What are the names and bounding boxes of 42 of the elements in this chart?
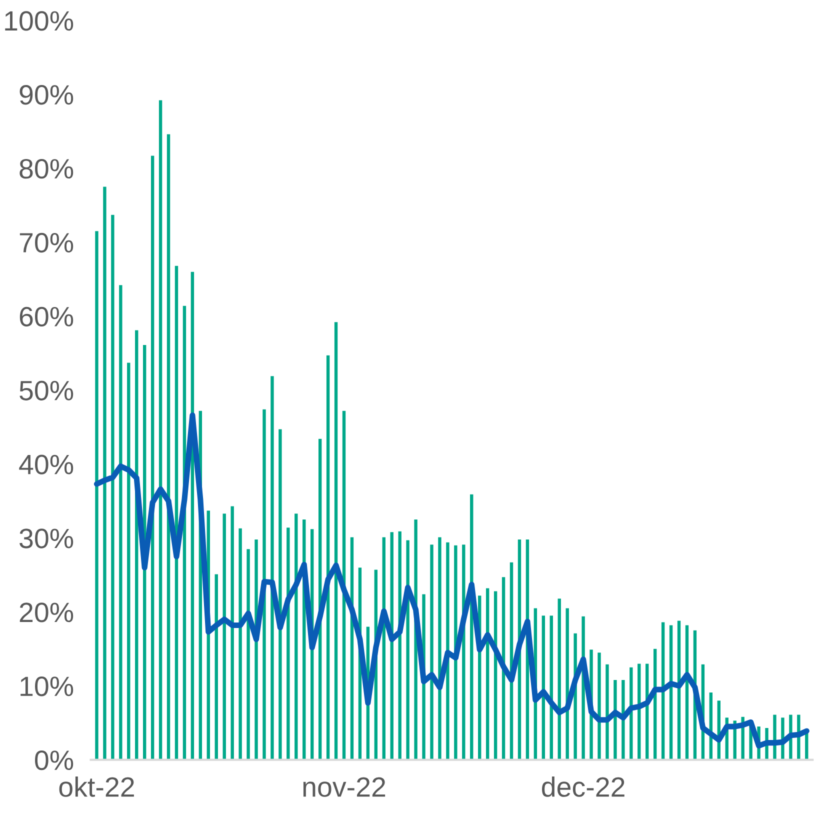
bar [214,574,218,760]
bar [103,186,106,760]
bar [398,531,402,760]
y-tick-label: 70% [20,232,74,253]
y-tick-label: 30% [20,528,74,548]
bar [262,409,266,760]
bar [278,429,282,760]
bar [222,514,226,760]
bar [238,528,242,760]
bar [111,214,114,760]
bar [95,231,98,760]
bar [606,664,609,760]
bar [454,545,458,760]
bar [446,542,450,760]
bar [438,537,442,760]
x-tick-label: okt-22 [59,776,134,797]
y-tick-label: 100% [5,11,74,31]
bar [127,362,130,760]
bar [598,652,601,760]
y-tick-label: 50% [20,380,74,400]
y-tick-label: 60% [20,306,74,327]
y-tick-label: 10% [20,676,74,696]
bar [166,134,170,760]
bar [286,528,290,760]
bar [430,544,434,760]
bar [158,100,162,760]
bar [334,322,338,760]
bar [614,680,617,760]
bar [630,667,633,760]
x-tick-label: dec-22 [542,776,624,797]
y-tick-label: 90% [20,85,74,105]
bar [230,506,234,760]
bar [246,549,250,760]
y-tick-label: 20% [20,602,74,622]
y-tick-label: 80% [20,158,74,179]
bar [622,680,625,760]
y-tick-label: 0% [35,750,74,770]
bar [119,285,122,760]
y-tick-label: 40% [19,454,74,474]
bar [270,376,274,760]
x-tick-label: nov-22 [303,777,386,797]
bar [406,540,410,760]
